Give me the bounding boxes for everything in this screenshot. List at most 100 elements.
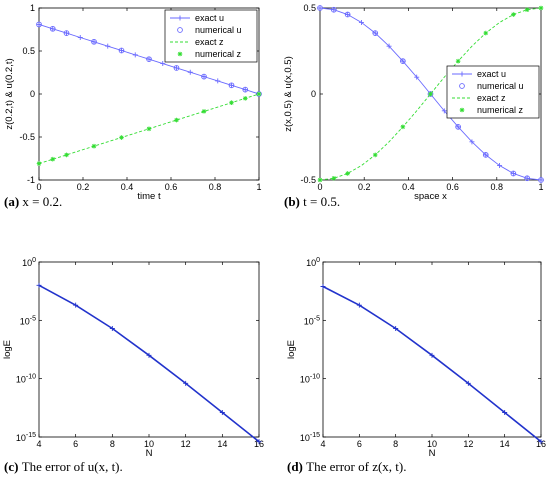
- data-point-c1-s3-7: [483, 30, 489, 36]
- x-tick-label: 0.8: [491, 182, 504, 192]
- y-tick-label: 0.5: [303, 3, 316, 13]
- data-point-c0-s0-0: [36, 21, 42, 27]
- data-point-c0-s3-6: [174, 117, 179, 123]
- data-point-c1-s3-0: [317, 177, 323, 183]
- plot-frame: [38, 261, 260, 438]
- data-point-c1-s0-13: [497, 163, 503, 169]
- data-point-c0-s0-5: [105, 43, 111, 49]
- y-tick-label: 1: [30, 3, 35, 13]
- y-tick-label: -0.5: [19, 132, 35, 142]
- data-point-c0-s0-15: [242, 87, 248, 93]
- data-point-c0-s1-1: [49, 25, 56, 32]
- legend: exact u numerical u exact z numerical z: [164, 9, 258, 63]
- data-point-c1-s0-4: [372, 30, 378, 36]
- y-tick-label: 100: [306, 257, 320, 268]
- data-point-c0-s1-legend: [177, 27, 183, 33]
- data-point-c1-s0-11: [469, 139, 475, 145]
- data-point-c1-s0-10: [455, 124, 461, 130]
- y-axis-label: logE: [286, 340, 297, 359]
- y-tick-label: 10-10: [16, 374, 36, 385]
- data-point-c0-s0-4: [91, 39, 97, 45]
- data-point-c0-s1-5: [146, 56, 152, 63]
- x-tick-label: 0.4: [402, 182, 415, 192]
- x-tick-label: 12: [463, 439, 473, 449]
- y-tick-label: 10-5: [304, 315, 320, 326]
- x-tick-label: 1: [538, 182, 543, 192]
- data-point-c0-s0-legend: [177, 15, 183, 21]
- data-point-c2-s0-4: [183, 380, 189, 386]
- x-axis-label: space x: [414, 191, 447, 202]
- series-line-c2-s0: [38, 284, 260, 443]
- y-tick-label: 10-10: [300, 374, 320, 385]
- data-point-c1-s1-0: [317, 5, 323, 11]
- y-tick-label: 0: [30, 89, 35, 99]
- data-point-c1-s1-4: [400, 58, 406, 64]
- data-point-c1-s1-2: [344, 11, 351, 18]
- x-tick-label: 12: [181, 439, 191, 449]
- legend-label: exact z: [477, 93, 506, 103]
- x-tick-label: 0.4: [121, 182, 134, 192]
- chart-0: 0 0.2 0.4 0.6 0.8 1 -1 -0.5 0 0.5 1 time t z(0.2,t) …: [4, 3, 262, 209]
- data-point-c1-s1-3: [372, 30, 379, 36]
- data-point-c0-s0-6: [119, 47, 124, 53]
- figure-caption: (c) The error of u(x, t).: [4, 459, 123, 474]
- data-point-c1-s3-2: [345, 171, 350, 176]
- legend-label: exact u: [195, 13, 224, 23]
- data-point-c0-s0-12: [201, 74, 207, 80]
- data-point-c0-s3-10: [256, 91, 262, 97]
- data-point-c1-s1-legend: [459, 83, 465, 89]
- y-tick-label: 100: [22, 257, 36, 268]
- data-point-c0-s3-0: [36, 161, 42, 166]
- data-point-c1-s0-14: [510, 170, 516, 176]
- legend-label: numerical u: [195, 25, 242, 35]
- y-tick-label: -1: [27, 175, 35, 185]
- data-point-c3-s0-5: [502, 410, 508, 415]
- x-tick-label: 0: [36, 182, 41, 192]
- data-point-c1-s0-16: [538, 177, 544, 183]
- data-point-c3-s0-1: [356, 302, 362, 308]
- data-point-c1-s0-1: [331, 7, 337, 13]
- x-tick-label: 8: [393, 439, 398, 449]
- x-tick-label: 14: [217, 439, 227, 449]
- data-point-c1-s0-3: [358, 19, 364, 25]
- data-point-c1-s1-1: [330, 6, 337, 13]
- data-point-c0-s1-7: [201, 73, 207, 80]
- data-point-c1-s1-5: [427, 91, 434, 97]
- data-point-c1-s1-9: [524, 175, 531, 182]
- x-axis-label: time t: [137, 191, 161, 202]
- data-point-c1-s1-7: [482, 152, 489, 158]
- data-point-c0-s1-0: [36, 21, 42, 28]
- data-point-c1-s3-8: [511, 12, 516, 17]
- legend-label: exact z: [195, 37, 224, 47]
- data-point-c2-s0-1: [73, 302, 79, 308]
- data-point-c3-s0-4: [465, 380, 471, 386]
- data-point-c2-s0-2: [109, 326, 115, 331]
- data-point-c3-s0-0: [320, 284, 326, 289]
- x-tick-label: 8: [110, 439, 115, 449]
- data-point-c0-s1-10: [256, 91, 262, 97]
- data-point-c1-s3-6: [455, 58, 461, 64]
- data-point-c2-s0-3: [146, 352, 152, 358]
- data-point-c1-s0-legend: [459, 71, 465, 77]
- data-point-c0-s3-5: [146, 126, 152, 132]
- data-point-c0-s3-4: [119, 135, 124, 140]
- y-tick-label: 10-15: [16, 432, 36, 443]
- x-tick-label: 0.2: [358, 182, 371, 192]
- data-point-c1-s0-12: [483, 152, 489, 158]
- data-point-c1-s3-1: [331, 175, 337, 181]
- figure-caption: (d) The error of z(x, t).: [287, 459, 406, 474]
- data-point-c0-s3-2: [64, 152, 69, 158]
- data-point-c0-s3-8: [229, 100, 234, 105]
- data-point-c1-s3-legend: [459, 107, 465, 113]
- data-point-c0-s0-10: [174, 65, 179, 71]
- y-axis-label: z(0.2,t) & u(0.2,t): [4, 58, 15, 129]
- data-point-c3-s0-2: [393, 326, 399, 331]
- data-point-c0-s0-7: [132, 52, 138, 58]
- data-point-c1-s0-0: [317, 5, 323, 11]
- data-point-c2-s0-5: [219, 410, 225, 415]
- data-point-c1-s0-7: [414, 74, 420, 80]
- x-tick-label: 0.2: [77, 182, 90, 192]
